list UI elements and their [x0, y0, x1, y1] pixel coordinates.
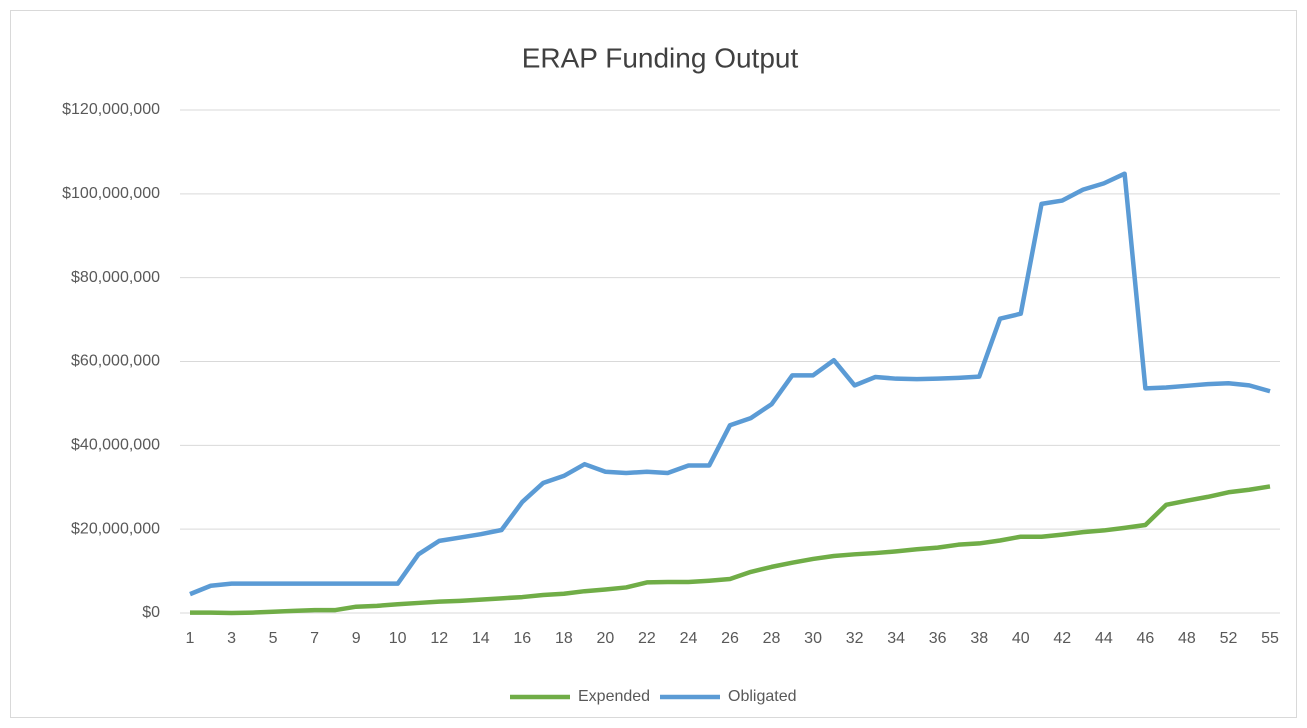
chart-border: [10, 10, 1297, 718]
x-tick-label: 12: [430, 630, 448, 647]
x-tick-label: 40: [1012, 630, 1030, 647]
x-tick-label: 36: [929, 630, 947, 647]
x-tick-label: 30: [804, 630, 822, 647]
x-tick-label: 5: [269, 630, 278, 647]
x-tick-label: 46: [1136, 630, 1154, 647]
y-tick-label: $40,000,000: [71, 437, 160, 454]
x-tick-label: 20: [596, 630, 614, 647]
series-line: [189, 171, 1271, 597]
x-tick-label: 38: [970, 630, 988, 647]
legend-label: Expended: [578, 688, 650, 705]
y-tick-label: $60,000,000: [71, 353, 160, 370]
x-tick-label: 7: [310, 630, 319, 647]
x-tick-label: 34: [887, 630, 905, 647]
series-line: [190, 484, 1271, 616]
x-tick-label: 32: [846, 630, 864, 647]
x-tick-label: 3: [227, 630, 236, 647]
x-tick-label: 22: [638, 630, 656, 647]
y-tick-label: $0: [142, 604, 160, 621]
x-tick-label: 42: [1053, 630, 1071, 647]
y-tick-label: $20,000,000: [71, 520, 160, 537]
chart-title: ERAP Funding Output: [522, 42, 799, 73]
x-tick-label: 55: [1261, 630, 1279, 647]
x-tick-label: 44: [1095, 630, 1113, 647]
x-tick-label: 52: [1220, 630, 1238, 647]
y-tick-label: $80,000,000: [71, 269, 160, 286]
y-tick-label: $100,000,000: [62, 185, 160, 202]
x-tick-label: 26: [721, 630, 739, 647]
x-tick-label: 28: [763, 630, 781, 647]
x-tick-label: 48: [1178, 630, 1196, 647]
x-tick-label: 24: [680, 630, 698, 647]
y-tick-label: $120,000,000: [62, 101, 160, 118]
x-tick-label: 9: [352, 630, 361, 647]
x-tick-label: 1: [186, 630, 195, 647]
legend-label: Obligated: [728, 688, 797, 705]
x-tick-label: 14: [472, 630, 490, 647]
x-tick-label: 16: [513, 630, 531, 647]
x-tick-label: 18: [555, 630, 573, 647]
x-tick-label: 10: [389, 630, 407, 647]
